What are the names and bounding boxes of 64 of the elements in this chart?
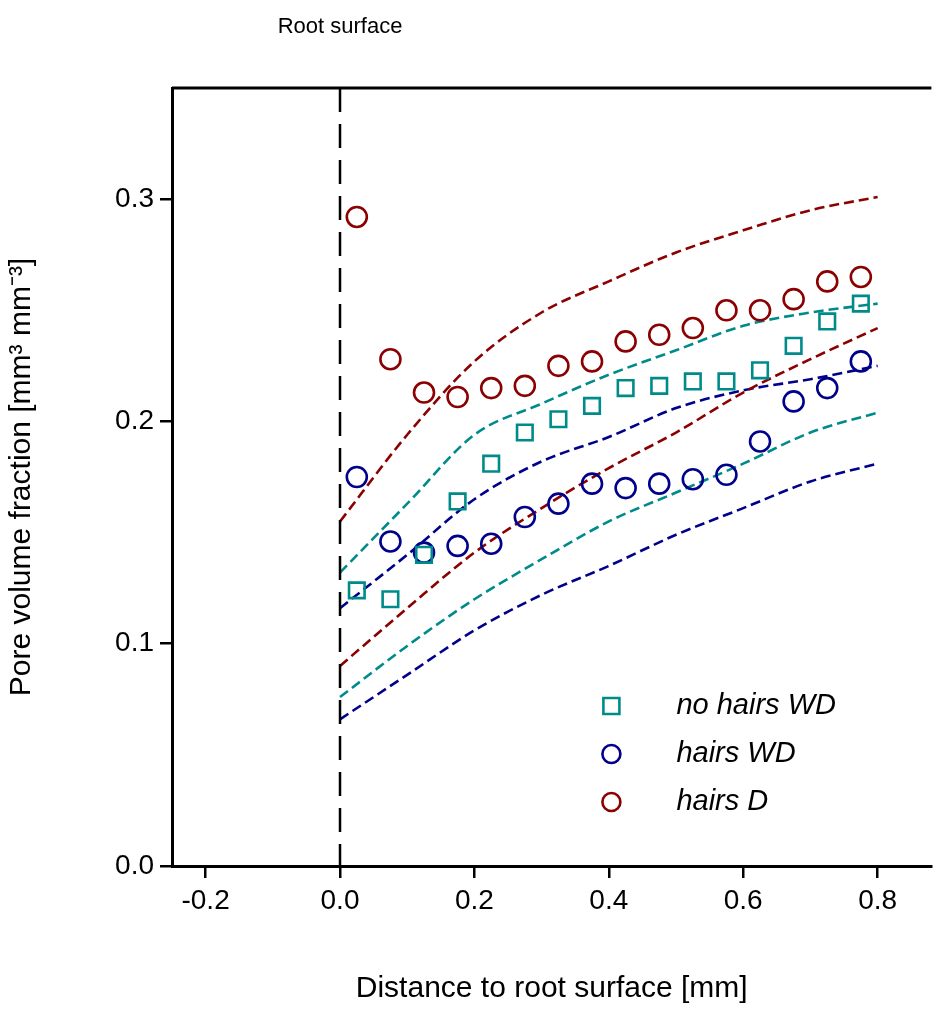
point — [614, 476, 637, 500]
line-series — [338, 195, 879, 523]
line-series — [338, 326, 879, 668]
point — [784, 336, 803, 355]
point — [849, 350, 873, 373]
point — [614, 330, 637, 353]
y-tick-label: 0.0 — [115, 848, 154, 880]
point — [748, 298, 772, 322]
point — [515, 423, 534, 442]
point — [647, 472, 671, 495]
point — [849, 265, 873, 289]
point — [482, 454, 501, 473]
legend-label: hairs WD — [676, 736, 796, 769]
point — [748, 430, 772, 453]
point — [715, 463, 738, 487]
point — [479, 376, 503, 400]
point — [782, 287, 805, 311]
point — [412, 381, 436, 404]
point — [479, 532, 503, 555]
point — [347, 581, 366, 600]
point — [379, 530, 402, 553]
x-tick-label: 0.6 — [723, 883, 763, 915]
point — [582, 396, 602, 415]
point — [818, 312, 837, 331]
point — [717, 372, 736, 391]
point — [681, 467, 705, 491]
point — [549, 410, 568, 429]
x-tick-label: 0.2 — [454, 883, 494, 915]
x-tick-label: 0.8 — [858, 883, 898, 915]
point — [782, 390, 805, 413]
y-axis-title: Pore volume fraction [mm³ mm⁻³] — [3, 257, 37, 697]
point — [580, 472, 604, 495]
point — [547, 492, 570, 515]
point — [750, 361, 770, 380]
legend-label: hairs D — [676, 784, 769, 817]
point — [446, 385, 469, 409]
point — [616, 379, 635, 398]
x-tick-label: -0.2 — [181, 883, 230, 915]
point — [815, 270, 839, 293]
point — [647, 323, 671, 347]
x-tick-label: 0.4 — [589, 883, 629, 915]
point — [345, 205, 369, 229]
x-axis-title: Distance to root surface [mm] — [355, 970, 748, 1004]
point — [683, 372, 702, 391]
point — [851, 294, 870, 313]
point — [446, 534, 469, 558]
point — [513, 505, 537, 529]
point — [815, 376, 839, 400]
point — [681, 316, 705, 340]
point — [379, 347, 402, 371]
x-tick-label: 0.0 — [320, 883, 360, 915]
y-tick-label: 0.1 — [115, 626, 154, 658]
point — [381, 590, 400, 609]
point — [513, 374, 537, 398]
point — [715, 298, 738, 322]
point — [345, 465, 369, 489]
point — [580, 350, 604, 373]
legend-label: no hairs WD — [676, 688, 836, 721]
point — [650, 376, 669, 395]
y-tick-label: 0.2 — [115, 404, 154, 436]
point — [547, 354, 570, 378]
y-tick-label: 0.3 — [115, 181, 154, 213]
ref-line-label: Root surface — [277, 13, 403, 39]
point — [448, 492, 467, 511]
